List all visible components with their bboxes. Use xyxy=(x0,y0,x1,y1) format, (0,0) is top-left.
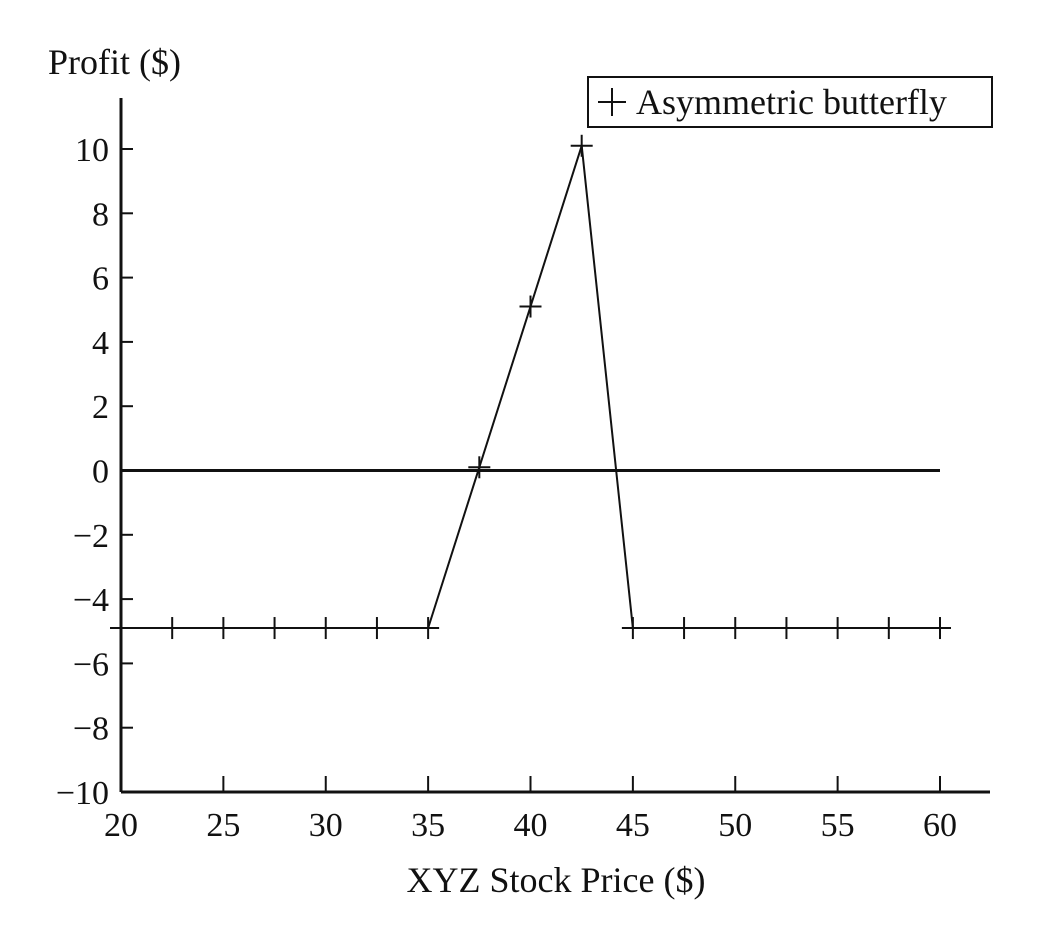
y-tick-label: 6 xyxy=(92,261,109,298)
data-point-marker xyxy=(468,456,491,479)
data-point-marker xyxy=(570,134,593,157)
data-point-marker xyxy=(417,617,440,640)
y-tick-label: −2 xyxy=(73,518,109,555)
x-tick-label: 20 xyxy=(104,807,138,844)
x-tick-label: 30 xyxy=(309,807,343,844)
data-point-marker xyxy=(365,617,388,640)
x-tick-label: 45 xyxy=(616,807,650,844)
x-tick-label: 60 xyxy=(923,807,957,844)
y-tick-label: −10 xyxy=(56,775,109,812)
y-tick-label: 8 xyxy=(92,196,109,233)
data-point-marker xyxy=(263,617,286,640)
y-tick-label: −6 xyxy=(73,646,109,683)
legend-marker-plus-icon xyxy=(598,88,626,116)
x-tick-label: 50 xyxy=(718,807,752,844)
y-tick-label: 4 xyxy=(92,325,109,362)
data-point-marker xyxy=(314,617,337,640)
data-point-marker xyxy=(673,617,696,640)
x-axis-title: XYZ Stock Price ($) xyxy=(407,860,706,900)
data-point-marker xyxy=(161,617,184,640)
x-tick-label: 55 xyxy=(821,807,855,844)
y-axis-title: Profit ($) xyxy=(48,42,181,82)
data-point-marker xyxy=(621,617,644,640)
x-tick-label: 40 xyxy=(514,807,548,844)
axes xyxy=(119,98,990,794)
x-ticks: 20 25 30 35 40 45 50 55 60 xyxy=(104,776,957,844)
data-point-marker xyxy=(724,617,747,640)
data-point-marker xyxy=(519,295,542,318)
y-ticks: 10 8 6 4 2 0 −2 −4 −6 −8 −10 xyxy=(56,132,133,812)
y-tick-label: 2 xyxy=(92,389,109,426)
data-point-marker xyxy=(212,617,235,640)
data-point-marker xyxy=(929,617,951,640)
y-tick-label: 0 xyxy=(92,454,109,491)
x-tick-label: 25 xyxy=(206,807,240,844)
y-tick-label: −8 xyxy=(73,711,109,748)
data-point-marker xyxy=(877,617,900,640)
x-tick-label: 35 xyxy=(411,807,445,844)
data-point-marker xyxy=(110,617,132,640)
legend: Asymmetric butterfly xyxy=(587,76,993,128)
legend-box xyxy=(587,76,993,128)
data-point-marker xyxy=(826,617,849,640)
series-group xyxy=(110,134,951,640)
legend-entry-label: Asymmetric butterfly xyxy=(636,82,947,122)
data-point-marker xyxy=(775,617,798,640)
y-tick-label: −4 xyxy=(73,582,109,619)
y-tick-label: 10 xyxy=(75,132,109,169)
series-line xyxy=(121,145,940,630)
